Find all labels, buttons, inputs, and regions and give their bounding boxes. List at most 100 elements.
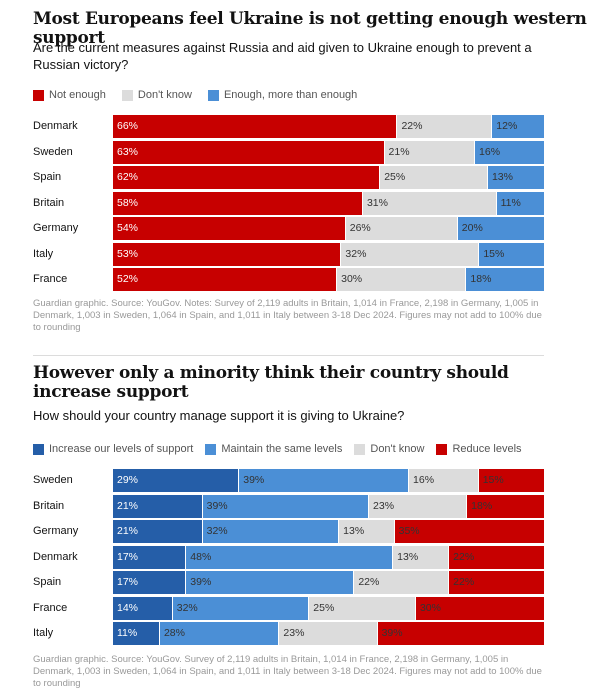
bar-segment-increase-our-levels-of-support: 17% <box>113 545 187 569</box>
bar-segment-increase-our-levels-of-support: 21% <box>113 520 203 543</box>
bar-segment-increase-our-levels-of-support: 17% <box>113 571 187 594</box>
bar-segment-enough-more-than-enough: 15% <box>479 242 544 266</box>
bar-segment-reduce-levels: 39% <box>377 622 544 645</box>
bar-segment-don-t-know: 13% <box>339 520 395 543</box>
legend-label: Reduce levels <box>452 443 522 455</box>
legend-swatch <box>207 89 219 101</box>
category-label: Britain <box>33 196 65 209</box>
chart2-source-note: Guardian graphic. Source: YouGov. Survey… <box>33 654 542 689</box>
category-label: Germany <box>33 222 79 234</box>
category-label: Germany <box>33 525 79 537</box>
stacked-bar: 54% 26% 20% <box>113 217 544 240</box>
stacked-bar: 66% 22% 12% <box>113 115 544 138</box>
stacked-bar: 63% 21% 16% <box>113 140 544 164</box>
bar-segment-don-t-know: 22% <box>354 571 450 594</box>
category-label: Sweden <box>33 145 73 158</box>
bar-row-britain: Britain 21% 39% 23% 18% <box>33 494 544 518</box>
bar-segment-don-t-know: 13% <box>393 545 450 569</box>
bar-segment-not-enough: 58% <box>113 191 363 215</box>
bar-segment-don-t-know: 25% <box>380 166 488 189</box>
category-label: Spain <box>33 171 62 183</box>
bar-segment-enough-more-than-enough: 16% <box>475 140 544 164</box>
bar-segment-enough-more-than-enough: 13% <box>487 166 544 189</box>
bar-segment-don-t-know: 30% <box>337 268 467 291</box>
category-label: Spain <box>33 576 62 588</box>
bar-row-italy: Italy 11% 28% 23% 39% <box>33 622 544 645</box>
stacked-bar: 21% 32% 13% 35% <box>113 520 544 543</box>
bar-row-spain: Spain 17% 39% 22% 22% <box>33 571 544 594</box>
bar-segment-increase-our-levels-of-support: 11% <box>113 622 160 645</box>
chart2-title: However only a minority think their coun… <box>33 363 509 402</box>
legend-label: Maintain the same levels <box>221 443 343 455</box>
chart1-bars: Denmark 66% 22% 12% Sweden 63% 21% 16% Spain 62% 2… <box>33 115 544 293</box>
bar-row-france: France 52% 30% 18% <box>33 268 544 291</box>
bar-segment-don-t-know: 21% <box>384 140 476 164</box>
stacked-bar: 29% 39% 16% 15% <box>113 469 544 492</box>
legend-item-increase: Increase our levels of support <box>33 443 193 455</box>
stacked-bar: 14% 32% 25% 30% <box>113 596 544 620</box>
bar-row-italy: Italy 53% 32% 15% <box>33 242 544 266</box>
legend-swatch <box>33 89 44 101</box>
stacked-bar: 17% 39% 22% 22% <box>113 571 544 594</box>
bar-segment-don-t-know: 25% <box>309 596 416 620</box>
bar-segment-enough-more-than-enough: 11% <box>496 191 544 215</box>
bar-segment-not-enough: 54% <box>113 217 346 240</box>
legend-label: Increase our levels of support <box>49 443 194 455</box>
stacked-bar: 62% 25% 13% <box>113 166 544 189</box>
legend-swatch <box>121 89 133 101</box>
stacked-bar: 52% 30% 18% <box>113 268 544 291</box>
chart1-subtitle: Are the current measures against Russia … <box>33 40 532 72</box>
bar-segment-not-enough: 63% <box>113 140 385 164</box>
bar-segment-maintain-the-same-levels: 39% <box>239 469 410 492</box>
bar-row-sweden: Sweden 29% 39% 16% 15% <box>33 469 544 492</box>
category-label: Sweden <box>33 474 73 486</box>
bar-segment-increase-our-levels-of-support: 14% <box>113 596 173 620</box>
bar-segment-increase-our-levels-of-support: 29% <box>113 469 240 492</box>
legend-swatch <box>436 443 448 455</box>
bar-segment-maintain-the-same-levels: 39% <box>186 571 355 594</box>
bar-segment-not-enough: 53% <box>113 242 342 266</box>
category-label: France <box>33 273 68 285</box>
stacked-bar: 58% 31% 11% <box>113 191 544 215</box>
legend-item-enough: Enough, more than enough <box>207 89 358 101</box>
legend-item-reduce: Reduce levels <box>436 443 522 455</box>
category-label: Italy <box>33 627 54 639</box>
bar-segment-reduce-levels: 18% <box>467 494 544 518</box>
bar-row-denmark: Denmark 17% 48% 13% 22% <box>33 545 544 569</box>
category-label: Denmark <box>33 550 78 563</box>
bar-segment-don-t-know: 26% <box>345 217 458 240</box>
chart1-title: Most Europeans feel Ukraine is not getti… <box>33 9 587 48</box>
stacked-bar: 21% 39% 23% 18% <box>113 494 544 518</box>
bar-segment-reduce-levels: 22% <box>449 571 544 594</box>
bar-segment-increase-our-levels-of-support: 21% <box>113 494 203 518</box>
chart2-legend: Increase our levels of support Maintain … <box>33 443 522 455</box>
chart1-legend: Not enough Don't know Enough, more than … <box>33 89 373 101</box>
bar-segment-not-enough: 52% <box>113 268 338 291</box>
bar-row-france: France 14% 32% 25% 30% <box>33 596 544 620</box>
bar-segment-reduce-levels: 22% <box>449 545 544 569</box>
bar-segment-reduce-levels: 35% <box>394 520 544 543</box>
section-divider <box>33 355 544 356</box>
legend-item-maintain: Maintain the same levels <box>205 443 342 455</box>
legend-label: Not enough <box>49 89 106 101</box>
bar-segment-enough-more-than-enough: 12% <box>492 115 544 138</box>
bar-segment-don-t-know: 23% <box>369 494 468 518</box>
bar-segment-reduce-levels: 30% <box>415 596 544 620</box>
bar-segment-not-enough: 62% <box>113 166 381 189</box>
legend-label: Enough, more than enough <box>223 89 358 101</box>
bar-row-germany: Germany 21% 32% 13% 35% <box>33 520 544 543</box>
bar-segment-don-t-know: 23% <box>279 622 378 645</box>
legend-swatch <box>354 443 366 455</box>
bar-row-britain: Britain 58% 31% 11% <box>33 191 544 215</box>
bar-segment-maintain-the-same-levels: 48% <box>186 545 394 569</box>
bar-segment-maintain-the-same-levels: 39% <box>202 494 370 518</box>
legend-swatch <box>33 443 44 455</box>
stacked-bar: 11% 28% 23% 39% <box>113 622 544 645</box>
chart2-bars: Sweden 29% 39% 16% 15% Britain 21% 39% 23% 18% Ger… <box>33 469 544 647</box>
bar-segment-maintain-the-same-levels: 32% <box>172 596 310 620</box>
legend-label: Don't know <box>370 443 425 455</box>
bar-row-germany: Germany 54% 26% 20% <box>33 217 544 240</box>
bar-row-spain: Spain 62% 25% 13% <box>33 166 544 189</box>
bar-segment-don-t-know: 31% <box>362 191 497 215</box>
bar-segment-don-t-know: 32% <box>341 242 480 266</box>
